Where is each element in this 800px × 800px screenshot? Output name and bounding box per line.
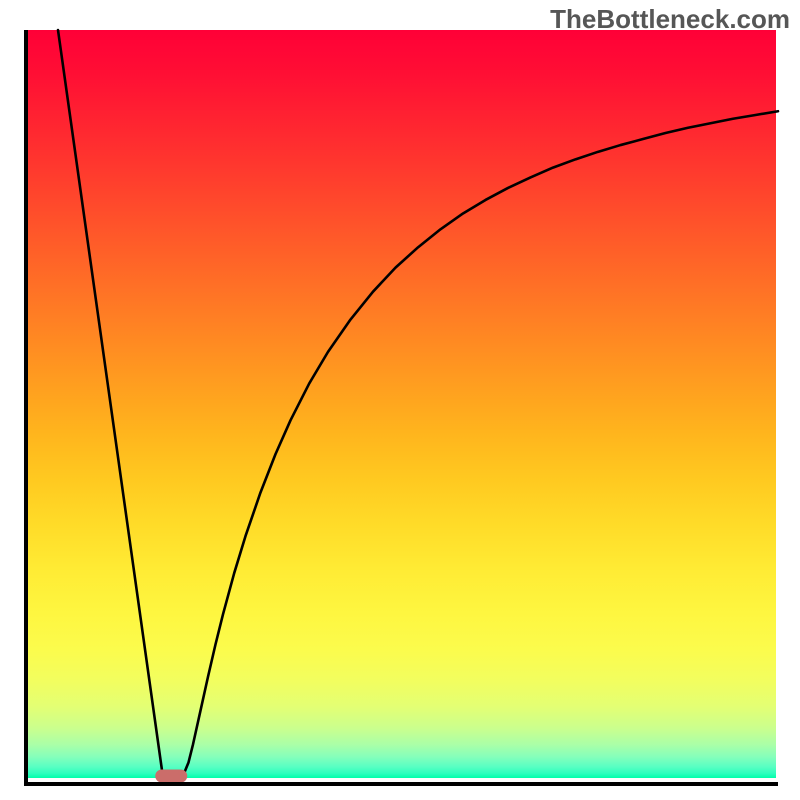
optimal-marker — [155, 769, 187, 782]
chart-canvas — [0, 0, 800, 800]
gradient-background — [28, 30, 776, 778]
chart-container: TheBottleneck.com — [0, 0, 800, 800]
